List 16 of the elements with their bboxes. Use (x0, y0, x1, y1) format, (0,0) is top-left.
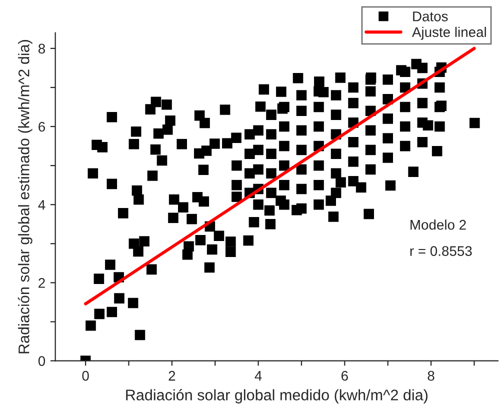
x-tick-label: 6 (342, 370, 348, 381)
x-tick-label: 2 (168, 370, 176, 381)
y-tick-label: 4 (38, 200, 46, 210)
y-tick-label: 2 (38, 278, 45, 288)
legend-label: Ajuste lineal (412, 26, 486, 40)
legend-label: Datos (413, 12, 448, 22)
x-tick-label: 4 (254, 371, 262, 381)
y-tick-label: 6 (38, 122, 45, 132)
x-tick-label: 8 (428, 370, 434, 381)
y-axis-title: Radiación solar global estimado (kwh/m^2 dia) (18, 40, 32, 354)
x-tick-label: 0 (82, 370, 89, 381)
y-tick-label: 8 (38, 44, 46, 54)
y-tick-label: 0 (38, 356, 46, 366)
annotation: Modelo 2 (410, 220, 466, 230)
annotation: r = 0.8553 (410, 246, 472, 256)
x-axis-title: Radiación solar global medido (kwh/m^2 dia) (126, 389, 428, 404)
